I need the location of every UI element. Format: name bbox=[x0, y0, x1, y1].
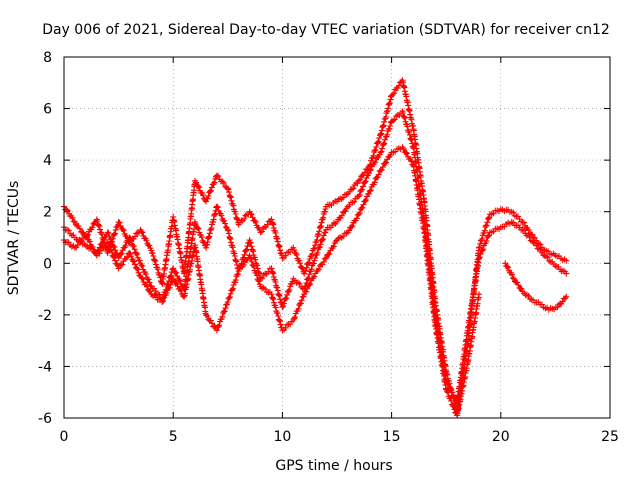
x-tick-label: 0 bbox=[60, 429, 69, 445]
data-point bbox=[115, 219, 122, 225]
data-point bbox=[115, 265, 122, 272]
plot-area bbox=[61, 77, 570, 419]
y-tick-label: 0 bbox=[43, 256, 52, 272]
y-tick-label: 6 bbox=[43, 102, 52, 118]
data-point-cloud bbox=[62, 78, 568, 415]
data-point bbox=[377, 167, 384, 174]
plot-frame bbox=[63, 56, 611, 419]
data-point-trace bbox=[62, 78, 568, 415]
data-point bbox=[366, 167, 373, 174]
x-axis-label: GPS time / hours bbox=[275, 458, 392, 474]
y-tick-label: 4 bbox=[43, 153, 52, 169]
y-tick-label: 8 bbox=[43, 50, 52, 66]
y-axis-label: SDTVAR / TECUs bbox=[6, 181, 22, 296]
x-tick-label: 20 bbox=[492, 429, 510, 445]
data-point bbox=[170, 265, 177, 272]
y-tick-label: -4 bbox=[38, 359, 52, 375]
data-point bbox=[279, 304, 286, 311]
x-tick-label: 5 bbox=[169, 429, 178, 445]
grid bbox=[64, 57, 610, 418]
data-point bbox=[126, 234, 133, 241]
data-point-trace bbox=[62, 145, 482, 417]
data-point bbox=[323, 255, 330, 262]
x-tick-label: 15 bbox=[383, 429, 401, 445]
data-point bbox=[377, 131, 384, 138]
y-tick-label: -6 bbox=[38, 411, 52, 427]
data-point bbox=[126, 250, 133, 256]
data-series bbox=[61, 144, 482, 419]
data-point-cloud bbox=[62, 145, 482, 417]
x-tick-label: 10 bbox=[273, 429, 291, 445]
data-point bbox=[355, 211, 362, 218]
data-point bbox=[510, 275, 517, 282]
y-tick-label: 2 bbox=[43, 205, 52, 221]
data-point bbox=[213, 327, 220, 334]
chart-title: Day 006 of 2021, Sidereal Day-to-day VTE… bbox=[42, 22, 610, 38]
data-series bbox=[502, 260, 570, 313]
data-point bbox=[115, 255, 122, 262]
data-point bbox=[71, 219, 78, 225]
data-series bbox=[61, 77, 570, 416]
data-point bbox=[502, 260, 509, 267]
data-point bbox=[104, 239, 111, 246]
data-point bbox=[104, 229, 111, 236]
data-point-cloud bbox=[503, 263, 569, 313]
x-tick-label: 25 bbox=[601, 429, 619, 445]
data-series bbox=[61, 108, 570, 406]
data-point-trace bbox=[503, 263, 569, 313]
data-point bbox=[213, 203, 220, 210]
y-tick-label: -2 bbox=[38, 308, 52, 324]
